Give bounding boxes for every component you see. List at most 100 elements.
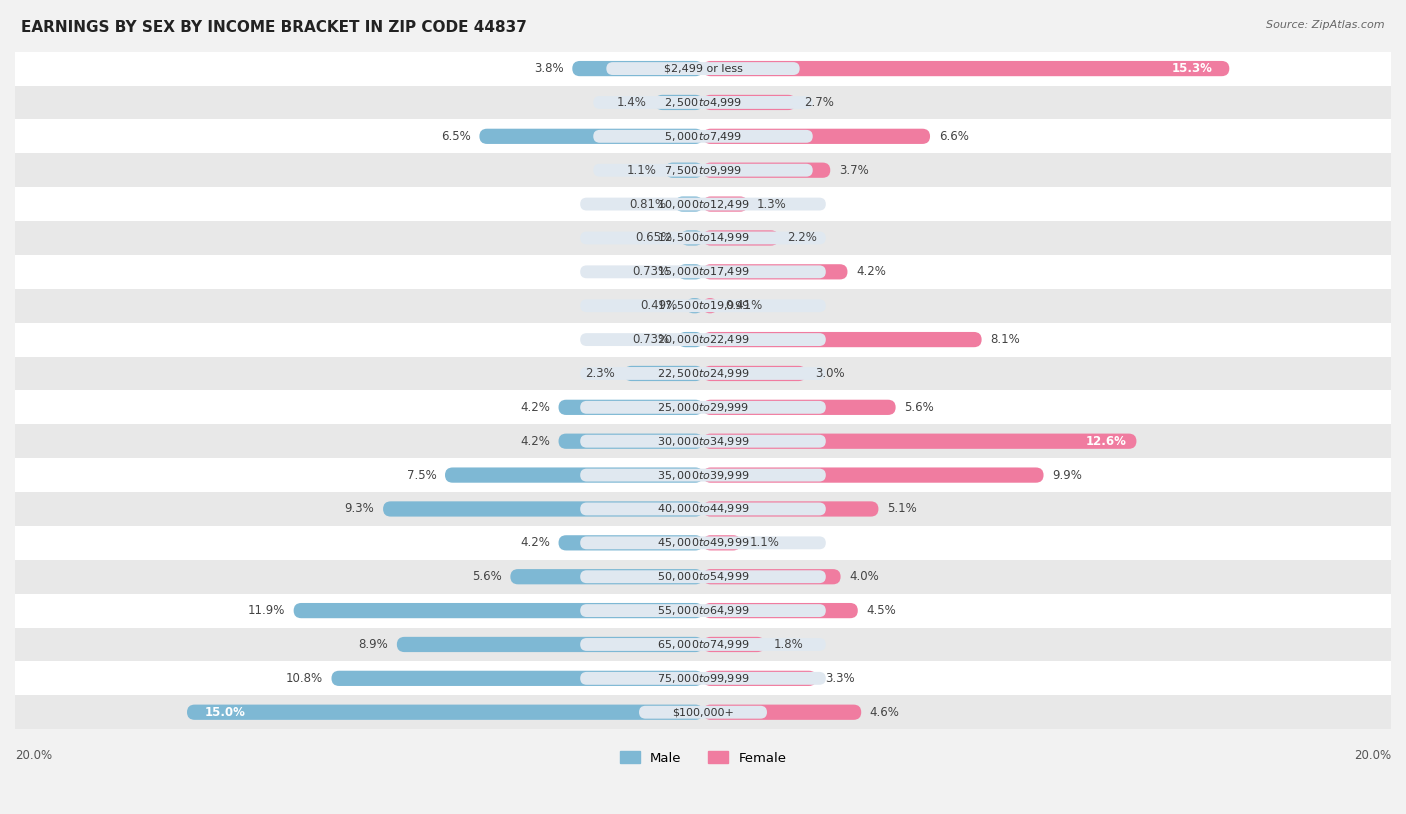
FancyBboxPatch shape bbox=[703, 196, 748, 212]
FancyBboxPatch shape bbox=[581, 367, 825, 380]
FancyBboxPatch shape bbox=[624, 365, 703, 381]
Bar bbox=[15, 424, 1391, 458]
Bar bbox=[15, 492, 1391, 526]
FancyBboxPatch shape bbox=[678, 332, 703, 348]
FancyBboxPatch shape bbox=[703, 603, 858, 618]
FancyBboxPatch shape bbox=[703, 61, 1229, 77]
Text: $5,000 to $7,499: $5,000 to $7,499 bbox=[664, 129, 742, 142]
Text: 10.8%: 10.8% bbox=[285, 672, 323, 685]
Text: 4.2%: 4.2% bbox=[520, 435, 550, 448]
FancyBboxPatch shape bbox=[703, 365, 806, 381]
FancyBboxPatch shape bbox=[581, 536, 825, 549]
Text: 2.2%: 2.2% bbox=[787, 231, 817, 244]
Text: 3.8%: 3.8% bbox=[534, 62, 564, 75]
Text: 4.2%: 4.2% bbox=[520, 400, 550, 414]
Text: 3.7%: 3.7% bbox=[839, 164, 869, 177]
Text: $12,500 to $14,999: $12,500 to $14,999 bbox=[657, 231, 749, 244]
Text: $10,000 to $12,499: $10,000 to $12,499 bbox=[657, 198, 749, 211]
Text: $35,000 to $39,999: $35,000 to $39,999 bbox=[657, 469, 749, 482]
Bar bbox=[15, 391, 1391, 424]
FancyBboxPatch shape bbox=[581, 401, 825, 414]
Text: 12.6%: 12.6% bbox=[1085, 435, 1126, 448]
Text: 6.5%: 6.5% bbox=[441, 129, 471, 142]
Text: 1.1%: 1.1% bbox=[627, 164, 657, 177]
FancyBboxPatch shape bbox=[558, 536, 703, 550]
FancyBboxPatch shape bbox=[479, 129, 703, 144]
Bar bbox=[15, 51, 1391, 85]
Text: 0.41%: 0.41% bbox=[725, 300, 763, 313]
Text: 4.0%: 4.0% bbox=[849, 571, 879, 583]
Text: 15.3%: 15.3% bbox=[1171, 62, 1212, 75]
Text: 0.73%: 0.73% bbox=[633, 265, 669, 278]
FancyBboxPatch shape bbox=[638, 706, 768, 719]
Text: 4.6%: 4.6% bbox=[870, 706, 900, 719]
Text: $22,500 to $24,999: $22,500 to $24,999 bbox=[657, 367, 749, 380]
Text: 1.1%: 1.1% bbox=[749, 536, 779, 549]
Text: 9.3%: 9.3% bbox=[344, 502, 374, 515]
FancyBboxPatch shape bbox=[593, 96, 813, 109]
FancyBboxPatch shape bbox=[558, 434, 703, 449]
FancyBboxPatch shape bbox=[510, 569, 703, 584]
Bar bbox=[15, 120, 1391, 153]
FancyBboxPatch shape bbox=[581, 265, 825, 278]
FancyBboxPatch shape bbox=[703, 705, 862, 720]
FancyBboxPatch shape bbox=[703, 434, 1136, 449]
FancyBboxPatch shape bbox=[581, 333, 825, 346]
FancyBboxPatch shape bbox=[294, 603, 703, 618]
FancyBboxPatch shape bbox=[655, 94, 703, 110]
Bar bbox=[15, 322, 1391, 357]
Text: 9.9%: 9.9% bbox=[1052, 469, 1083, 482]
FancyBboxPatch shape bbox=[703, 129, 929, 144]
Text: Source: ZipAtlas.com: Source: ZipAtlas.com bbox=[1267, 20, 1385, 30]
FancyBboxPatch shape bbox=[581, 231, 825, 244]
Legend: Male, Female: Male, Female bbox=[614, 746, 792, 770]
FancyBboxPatch shape bbox=[703, 569, 841, 584]
FancyBboxPatch shape bbox=[558, 400, 703, 415]
Text: EARNINGS BY SEX BY INCOME BRACKET IN ZIP CODE 44837: EARNINGS BY SEX BY INCOME BRACKET IN ZIP… bbox=[21, 20, 527, 35]
FancyBboxPatch shape bbox=[703, 467, 1043, 483]
Text: 4.2%: 4.2% bbox=[856, 265, 886, 278]
Text: 0.73%: 0.73% bbox=[633, 333, 669, 346]
Text: 0.65%: 0.65% bbox=[636, 231, 672, 244]
Text: 20.0%: 20.0% bbox=[15, 750, 52, 763]
FancyBboxPatch shape bbox=[581, 300, 825, 312]
Text: 0.49%: 0.49% bbox=[640, 300, 678, 313]
Text: 4.5%: 4.5% bbox=[866, 604, 896, 617]
FancyBboxPatch shape bbox=[581, 469, 825, 482]
Bar bbox=[15, 526, 1391, 560]
Text: $50,000 to $54,999: $50,000 to $54,999 bbox=[657, 571, 749, 583]
Bar bbox=[15, 221, 1391, 255]
FancyBboxPatch shape bbox=[703, 230, 779, 246]
FancyBboxPatch shape bbox=[581, 604, 825, 617]
Text: 2.7%: 2.7% bbox=[804, 96, 834, 109]
Bar bbox=[15, 662, 1391, 695]
Bar bbox=[15, 628, 1391, 662]
FancyBboxPatch shape bbox=[665, 163, 703, 177]
FancyBboxPatch shape bbox=[703, 637, 765, 652]
Text: 5.1%: 5.1% bbox=[887, 502, 917, 515]
Text: $15,000 to $17,499: $15,000 to $17,499 bbox=[657, 265, 749, 278]
Text: 1.8%: 1.8% bbox=[773, 638, 803, 651]
Text: 5.6%: 5.6% bbox=[904, 400, 934, 414]
Text: $30,000 to $34,999: $30,000 to $34,999 bbox=[657, 435, 749, 448]
Text: 4.2%: 4.2% bbox=[520, 536, 550, 549]
Text: $25,000 to $29,999: $25,000 to $29,999 bbox=[657, 400, 749, 414]
FancyBboxPatch shape bbox=[382, 501, 703, 517]
Text: $65,000 to $74,999: $65,000 to $74,999 bbox=[657, 638, 749, 651]
Text: $2,500 to $4,999: $2,500 to $4,999 bbox=[664, 96, 742, 109]
FancyBboxPatch shape bbox=[606, 62, 800, 75]
Text: $75,000 to $99,999: $75,000 to $99,999 bbox=[657, 672, 749, 685]
Text: 0.81%: 0.81% bbox=[630, 198, 666, 211]
FancyBboxPatch shape bbox=[703, 536, 741, 550]
FancyBboxPatch shape bbox=[703, 265, 848, 279]
Text: 8.9%: 8.9% bbox=[359, 638, 388, 651]
FancyBboxPatch shape bbox=[581, 571, 825, 583]
Text: $100,000+: $100,000+ bbox=[672, 707, 734, 717]
FancyBboxPatch shape bbox=[681, 230, 703, 246]
FancyBboxPatch shape bbox=[581, 638, 825, 651]
Text: 6.6%: 6.6% bbox=[939, 129, 969, 142]
Text: 1.4%: 1.4% bbox=[616, 96, 647, 109]
Text: 1.3%: 1.3% bbox=[756, 198, 786, 211]
FancyBboxPatch shape bbox=[593, 130, 813, 142]
Text: 3.3%: 3.3% bbox=[825, 672, 855, 685]
